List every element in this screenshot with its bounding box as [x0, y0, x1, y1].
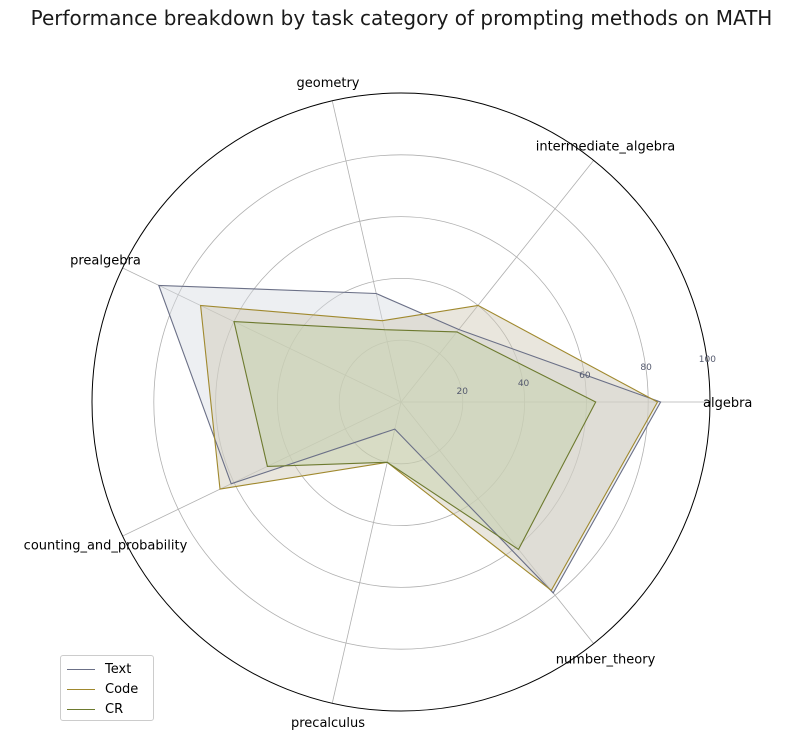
series-line-cr — [233, 321, 597, 551]
axis-label-intermediate_algebra: intermediate_algebra — [536, 140, 676, 155]
series-line-text — [158, 284, 662, 594]
tick-label-80: 80 — [640, 363, 652, 373]
legend-item-cr: CR — [67, 699, 147, 719]
legend-item-text: Text — [67, 659, 147, 679]
legend-swatch-cr — [67, 708, 95, 710]
series-area-cr — [234, 321, 596, 550]
tick-label-60: 60 — [579, 371, 591, 381]
axis-label-prealgebra: prealgebra — [70, 254, 141, 269]
outer-frame — [91, 92, 711, 712]
axis-label-geometry: geometry — [297, 76, 360, 91]
axis-label-precalculus: precalculus — [291, 716, 365, 731]
grid-layer — [91, 92, 711, 712]
axis-label-algebra: algebra — [703, 396, 752, 411]
spoke-counting_and_probability — [122, 401, 402, 537]
legend-swatch-code — [67, 688, 95, 690]
axis-label-counting_and_probability: counting_and_probability — [24, 538, 188, 553]
tick-label-100: 100 — [699, 355, 716, 365]
legend: Text Code CR — [60, 655, 154, 721]
spoke-number_theory — [400, 401, 594, 644]
legend-item-code: Code — [67, 679, 147, 699]
legend-label-cr: CR — [105, 701, 124, 717]
series-line-code — [199, 304, 659, 592]
series-area-code — [200, 305, 658, 591]
tick-label-20: 20 — [457, 387, 469, 397]
spoke-geometry — [331, 100, 402, 403]
legend-label-text: Text — [105, 661, 132, 677]
series-layer — [158, 284, 662, 594]
spoke-intermediate_algebra — [400, 160, 594, 403]
axis-label-number_theory: number_theory — [556, 652, 656, 667]
label-layer: 20 40 60 80 100 algebra intermediate_algebra ge… — [24, 76, 753, 731]
legend-swatch-text — [67, 668, 95, 670]
spoke-precalculus — [331, 401, 402, 704]
series-area-text — [158, 285, 661, 593]
tick-label-40: 40 — [518, 379, 530, 389]
legend-label-code: Code — [105, 681, 139, 697]
spoke-prealgebra — [122, 267, 402, 403]
chart-title: Performance breakdown by task category o… — [30, 6, 773, 30]
